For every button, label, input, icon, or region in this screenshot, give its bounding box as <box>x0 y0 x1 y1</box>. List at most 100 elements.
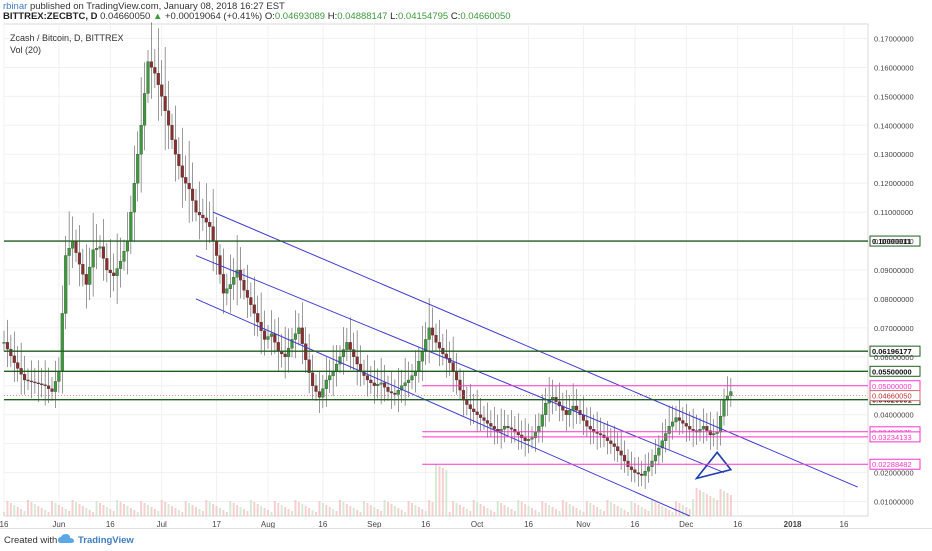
candle-body <box>311 372 315 386</box>
volume-bar <box>44 510 47 516</box>
volume-bar <box>136 512 139 516</box>
candle-body <box>249 297 253 305</box>
y-tick-label: 0.13000000 <box>874 150 914 159</box>
candle-body <box>146 61 150 94</box>
close-value: 0.04660050 <box>460 11 511 22</box>
volume-bar <box>85 508 88 516</box>
volume-bar <box>140 501 143 516</box>
volume-bar <box>20 509 23 516</box>
candle-body <box>290 339 294 349</box>
volume-bar <box>129 508 132 516</box>
volume-bar <box>616 506 619 516</box>
candle-body <box>420 350 424 362</box>
y-tick-label: 0.01000000 <box>874 498 914 507</box>
x-tick-label: 16 <box>733 520 742 528</box>
candle-body <box>701 426 705 430</box>
volume-bar <box>167 504 170 516</box>
volume-bar <box>579 510 581 516</box>
candle-body <box>33 381 37 384</box>
series-title: Zcash / Bitcoin, D, BITTREX <box>10 33 124 43</box>
volume-bar <box>263 508 266 516</box>
volume-bar <box>308 508 311 516</box>
volume-bar <box>16 507 19 516</box>
volume-bar <box>568 504 571 516</box>
up-arrow-icon: ▲ <box>152 11 163 22</box>
volume-bar <box>452 501 455 516</box>
volume-bar <box>493 512 496 516</box>
volume-bar <box>239 507 242 516</box>
x-tick-label: 16 <box>524 520 533 528</box>
candle-body <box>88 266 92 285</box>
candle-body <box>341 349 345 357</box>
candle-body <box>636 472 640 475</box>
volume-bar <box>256 504 259 516</box>
candle-body <box>660 440 664 449</box>
volume-bar <box>637 505 640 516</box>
candle-body <box>492 426 496 430</box>
volume-bar <box>537 512 540 516</box>
volume-bar <box>301 504 304 516</box>
volume-indicator-label[interactable]: Vol (20) <box>10 45 42 55</box>
volume-bar <box>589 503 592 516</box>
candle-body <box>71 240 75 249</box>
tradingview-brand[interactable]: TradingView <box>78 535 134 546</box>
volume-bar <box>157 511 160 516</box>
publish-line: rbinar published on TradingView.com, Jan… <box>3 1 285 12</box>
candle-body <box>12 355 16 363</box>
volume-bar <box>476 502 479 516</box>
y-tick-label: 0.17000000 <box>874 34 914 43</box>
volume-bar <box>236 505 239 516</box>
price-chart[interactable]: 0.100000110.061961770.055000000.04520001… <box>0 22 932 528</box>
volume-bar <box>671 512 674 516</box>
volume-bar <box>33 504 36 516</box>
volume-bar <box>558 511 561 516</box>
candle-body <box>475 411 479 415</box>
candle-body <box>129 211 133 242</box>
level-label: 0.10000011 <box>872 237 911 246</box>
candle-body <box>184 177 188 184</box>
low-value: 0.04154795 <box>398 11 449 22</box>
candle-body <box>273 333 277 343</box>
volume-bar <box>661 506 664 516</box>
author-link[interactable]: rbinar <box>3 1 28 12</box>
candle-body <box>417 361 421 372</box>
volume-bar <box>383 500 386 516</box>
candle-body <box>149 61 153 68</box>
volume-bar <box>321 503 324 516</box>
volume-bar <box>150 507 153 516</box>
candle-body <box>143 93 147 126</box>
candle-body <box>108 269 112 274</box>
volume-bar <box>232 503 235 516</box>
volume-bar <box>681 505 684 516</box>
volume-bar <box>596 507 599 516</box>
y-tick-label: 0.14000000 <box>874 121 914 130</box>
volume-bar <box>75 502 77 516</box>
candle-body <box>623 455 627 462</box>
volume-bar <box>349 506 352 516</box>
open-value: 0.04693089 <box>274 11 326 22</box>
candle-body <box>173 139 177 155</box>
volume-bar <box>411 503 413 516</box>
volume-bar <box>702 492 705 516</box>
volume-bar <box>328 507 331 516</box>
volume-bar <box>455 503 458 516</box>
volume-bar <box>678 503 681 516</box>
volume-bar <box>164 502 167 516</box>
volume-bar <box>280 505 283 516</box>
candle-body <box>9 348 13 357</box>
level-label: 0.02288482 <box>872 460 912 469</box>
volume-bar <box>716 500 719 516</box>
x-tick-label: 16 <box>840 520 849 528</box>
candle-body <box>156 73 160 85</box>
candle-body <box>84 274 88 285</box>
quote-line: BITTREX:ZECBTC, D 0.04660050 ▲ +0.000190… <box>3 11 511 22</box>
volume-bar <box>356 510 359 516</box>
candle-body <box>479 414 483 418</box>
candle-body <box>16 362 20 369</box>
symbol-label: BITTREX:ZECBTC, D <box>3 11 98 22</box>
candle-body <box>283 353 287 357</box>
candle-body <box>307 359 311 373</box>
candle-body <box>506 426 510 428</box>
candle-body <box>163 96 167 111</box>
candle-body <box>345 342 349 350</box>
